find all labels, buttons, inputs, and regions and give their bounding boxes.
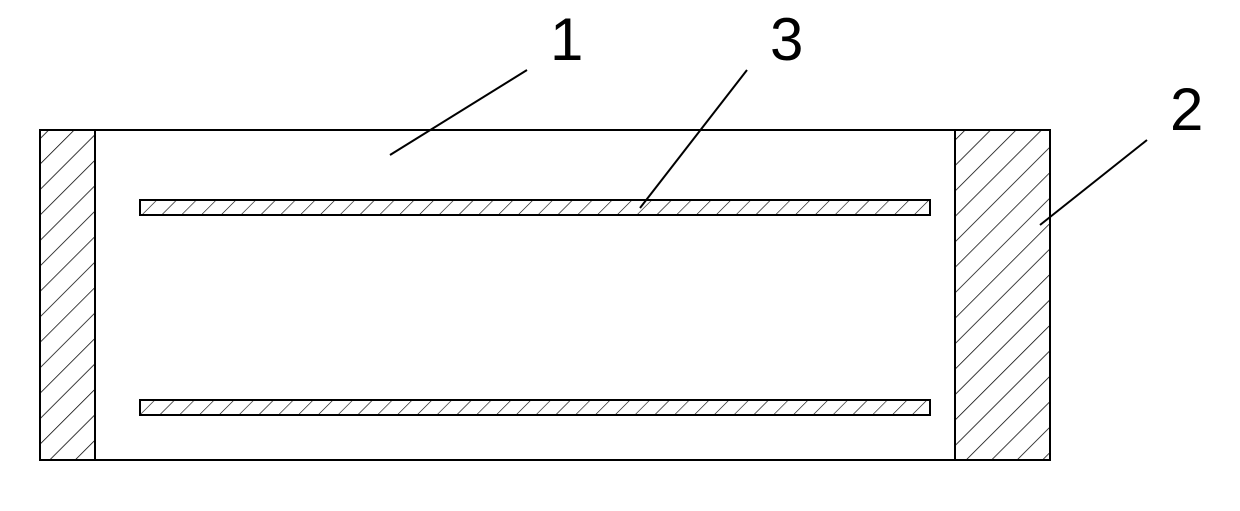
right-wall: [955, 130, 1050, 460]
inner-bar-1: [140, 400, 930, 415]
leader-line-2: [1040, 140, 1147, 225]
inner-bar-0: [140, 200, 930, 215]
left-wall: [40, 130, 95, 460]
callout-label-1: 1: [550, 6, 583, 73]
callout-label-3: 3: [770, 6, 803, 73]
callout-label-2: 2: [1170, 76, 1203, 143]
